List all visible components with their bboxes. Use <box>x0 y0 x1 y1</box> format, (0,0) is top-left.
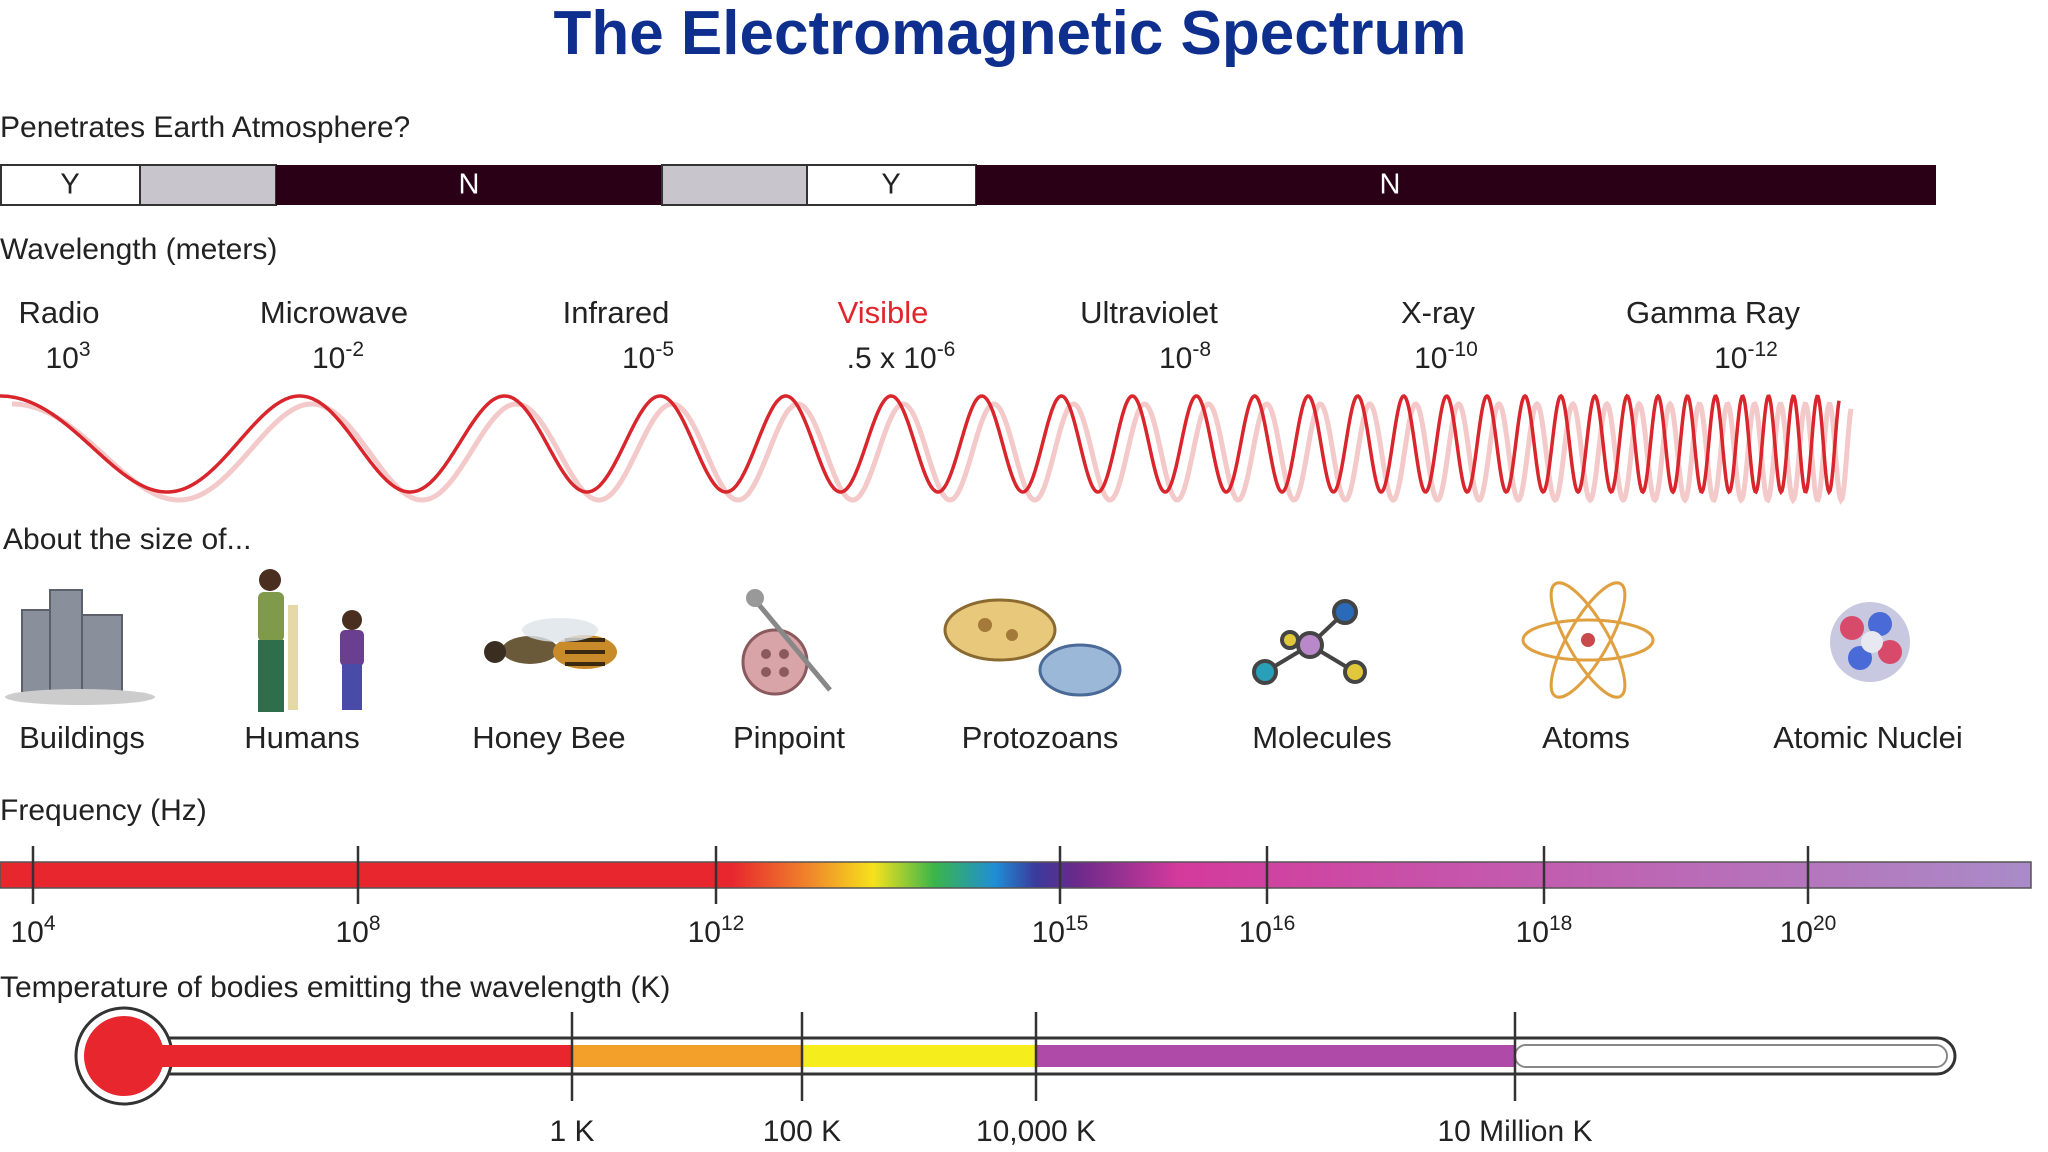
band-name: Visible <box>838 295 929 330</box>
exponent: -5 <box>655 338 674 361</box>
section-label: Wavelength (meters) <box>0 233 277 266</box>
exponent: -2 <box>345 338 364 361</box>
exponent: -12 <box>1748 338 1778 361</box>
thermometer <box>74 1006 1957 1106</box>
band-name: Radio <box>19 295 100 330</box>
band-name: Microwave <box>260 295 408 330</box>
band-wavelength: 10-8 <box>1159 338 1211 375</box>
frequency-tick-label: 104 <box>10 912 55 949</box>
exponent: 16 <box>1272 912 1295 935</box>
size-label: Pinpoint <box>733 720 845 755</box>
band-wavelength: 10-2 <box>312 338 364 375</box>
size-label: Honey Bee <box>472 720 625 755</box>
frequency-bar <box>0 861 2032 889</box>
size-label: Atomic Nuclei <box>1773 720 1963 755</box>
frequency-tick-label: 1015 <box>1032 912 1089 949</box>
exponent: 20 <box>1813 912 1836 935</box>
temperature-tick-label: 10 Million K <box>1437 1115 1592 1148</box>
band-wavelength: 10-12 <box>1714 338 1778 375</box>
exponent: 12 <box>721 912 744 935</box>
segment-label: N <box>459 169 480 201</box>
exponent: 15 <box>1065 912 1088 935</box>
exponent: -10 <box>1448 338 1478 361</box>
icons <box>5 569 1910 712</box>
band-wavelength: 10-10 <box>1414 338 1478 375</box>
band-wavelength: .5 x 10-6 <box>847 338 956 375</box>
base: 10 <box>45 342 78 375</box>
base: 10 <box>622 342 655 375</box>
frequency-tick-label: 1012 <box>688 912 745 949</box>
frequency-tick-label: 108 <box>335 912 380 949</box>
base: 10 <box>1032 916 1065 949</box>
exponent: -8 <box>1192 338 1211 361</box>
wave-shadow <box>12 400 1854 505</box>
exponent: 18 <box>1549 912 1572 935</box>
section-label: Frequency (Hz) <box>0 794 207 827</box>
size-label: Molecules <box>1252 720 1392 755</box>
exponent: 4 <box>44 912 56 935</box>
exponent: 3 <box>79 338 91 361</box>
exponent: -6 <box>937 338 956 361</box>
temperature-tick-label: 10,000 K <box>976 1115 1096 1148</box>
segment-label: Y <box>881 169 900 201</box>
size-label: Protozoans <box>962 720 1119 755</box>
section-label: Temperature of bodies emitting the wavel… <box>0 971 670 1004</box>
base: 10 <box>10 916 43 949</box>
band-name: Ultraviolet <box>1080 295 1218 330</box>
segment-label: N <box>1380 169 1401 201</box>
exponent: 8 <box>369 912 381 935</box>
base: 10 <box>688 916 721 949</box>
size-label: Buildings <box>19 720 145 755</box>
section-label: Penetrates Earth Atmosphere? <box>0 111 410 144</box>
section-label: About the size of... <box>3 523 251 556</box>
title: The Electromagnetic Spectrum <box>553 0 1466 68</box>
base: 10 <box>1516 916 1549 949</box>
frequency-tick-label: 1018 <box>1516 912 1573 949</box>
base: 10 <box>312 342 345 375</box>
base: 10 <box>1159 342 1192 375</box>
size-label: Atoms <box>1542 720 1630 755</box>
base: 10 <box>1414 342 1447 375</box>
frequency-tick-label: 1016 <box>1239 912 1296 949</box>
size-label: Humans <box>244 720 359 755</box>
atmosphere-bar <box>0 164 1936 206</box>
temperature-tick-label: 1 K <box>549 1115 594 1148</box>
base: 10 <box>1239 916 1272 949</box>
frequency-tick-label: 1020 <box>1780 912 1837 949</box>
band-name: X-ray <box>1401 295 1476 330</box>
band-wavelength: 10-5 <box>622 338 674 375</box>
base: 10 <box>1780 916 1813 949</box>
base: 10 <box>335 916 368 949</box>
segment-label: Y <box>60 169 79 201</box>
band-wavelength: 103 <box>45 338 90 375</box>
band-name: Infrared <box>563 295 670 330</box>
temperature-tick-label: 100 K <box>763 1115 841 1148</box>
base: .5 x 10 <box>847 342 937 375</box>
wave <box>0 393 1841 496</box>
base: 10 <box>1714 342 1747 375</box>
band-name: Gamma Ray <box>1626 295 1800 330</box>
